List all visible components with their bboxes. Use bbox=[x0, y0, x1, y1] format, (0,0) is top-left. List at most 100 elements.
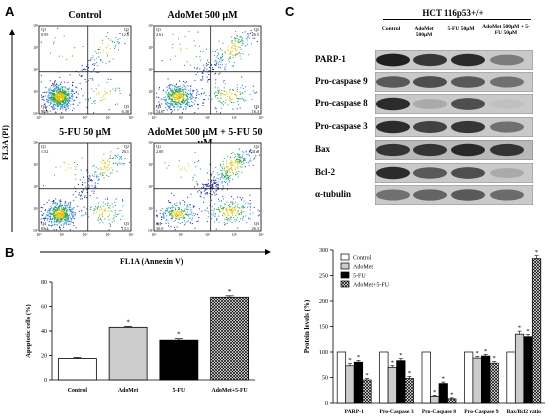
protein-bar bbox=[438, 383, 448, 404]
quadrant-q1-label: Q1 bbox=[156, 144, 161, 149]
blot-strip bbox=[375, 72, 533, 92]
flow-x-tick-label: 10⁴ bbox=[259, 233, 265, 237]
lane-label-5fu: 5-FU 50μM bbox=[447, 26, 475, 32]
lane-label-control: Control bbox=[381, 26, 401, 32]
apoptosis-significance-mark: * bbox=[126, 318, 130, 326]
flow-y-tick-label: 10⁴ bbox=[148, 24, 154, 28]
quadrant-q2-label: Q2 bbox=[124, 27, 129, 32]
protein-bar bbox=[447, 398, 457, 404]
legend-label: AdoMet bbox=[353, 265, 373, 271]
flow-y-tick-label: 10³ bbox=[148, 163, 154, 167]
quadrant-q1-label-value: 2.00 bbox=[156, 149, 163, 154]
flow-x-tick-label: 10³ bbox=[106, 116, 112, 120]
quadrant-q2-label-value: 26.5 bbox=[252, 32, 259, 37]
quadrant-q1-label: Q1 bbox=[41, 27, 46, 32]
quadrant-q1-label: Q1 bbox=[41, 144, 46, 149]
blot-band bbox=[413, 76, 447, 88]
blot-label: Bcl-2 bbox=[315, 167, 335, 177]
lane-label-adomet: AdoMet 500μM bbox=[414, 26, 434, 38]
protein-y-tick-label: 50 bbox=[322, 376, 328, 382]
apoptosis-category-label: 5-FU bbox=[173, 388, 186, 394]
flow-y-tick-label: 10¹ bbox=[148, 207, 153, 211]
flow-y-tick-label: 10¹ bbox=[148, 90, 153, 94]
quadrant-q3-label: Q3 bbox=[124, 221, 129, 226]
flow-x-tick-label: 10⁰ bbox=[151, 116, 157, 120]
panel-a-label: A bbox=[5, 4, 15, 19]
blot-label: Pro-caspase 8 bbox=[315, 98, 368, 108]
protein-significance-mark: * bbox=[442, 376, 445, 383]
protein-significance-mark: * bbox=[391, 359, 394, 366]
blot-strip bbox=[375, 185, 533, 205]
cell-line-title-text: HCT 116p53+/+ bbox=[422, 8, 484, 18]
protein-significance-mark: * bbox=[357, 354, 360, 361]
blot-strip bbox=[375, 50, 533, 70]
blot-band bbox=[490, 168, 524, 178]
blot-label: PARP-1 bbox=[315, 54, 346, 64]
protein-y-tick-label: 200 bbox=[319, 299, 328, 305]
flow-x-tick-label: 10¹ bbox=[178, 233, 183, 237]
flow-dots bbox=[156, 148, 260, 231]
protein-significance-mark: * bbox=[365, 372, 368, 379]
apoptosis-y-tick-label: 60 bbox=[41, 305, 47, 311]
blot-strip bbox=[375, 94, 533, 114]
flow-y-tick-label: 10⁰ bbox=[148, 112, 154, 116]
protein-y-tick-label: 250 bbox=[319, 274, 328, 280]
flow-x-tick-label: 10³ bbox=[232, 116, 238, 120]
protein-significance-mark: * bbox=[476, 350, 479, 357]
quadrant-q4-label-value: 54.6 bbox=[156, 109, 163, 114]
blot-label: Bax bbox=[315, 144, 331, 154]
flow-x-tick-label: 10⁰ bbox=[36, 116, 42, 120]
blot-band bbox=[413, 143, 447, 157]
legend-swatch bbox=[340, 253, 350, 261]
quadrant-q3-label: Q3 bbox=[254, 104, 259, 109]
blot-band bbox=[376, 189, 410, 201]
protein-significance-mark: * bbox=[526, 328, 529, 335]
protein-y-tick-label: 0 bbox=[325, 401, 328, 407]
flow-x-tick-label: 10¹ bbox=[60, 116, 65, 120]
protein-bar bbox=[353, 361, 364, 404]
flow-plot-3-title: 5-FU 50 μM bbox=[59, 127, 111, 138]
protein-significance-mark: * bbox=[450, 391, 453, 398]
flow-x-axis-label: FL1A (Annexin V) bbox=[120, 257, 184, 266]
protein-bar bbox=[421, 351, 431, 404]
flow-y-tick-label: 10⁴ bbox=[33, 141, 39, 145]
blot-band bbox=[451, 189, 485, 201]
protein-significance-mark: * bbox=[518, 325, 521, 332]
apoptosis-category-label: Control bbox=[68, 388, 88, 394]
protein-bar bbox=[396, 360, 406, 404]
protein-bar bbox=[481, 355, 491, 404]
protein-bar bbox=[387, 366, 397, 404]
protein-bar bbox=[523, 336, 533, 404]
blot-band bbox=[490, 189, 524, 201]
protein-bar bbox=[514, 333, 525, 404]
protein-y-axis-label: Protein levels (%) bbox=[303, 299, 311, 353]
blot-label: Pro-caspase 3 bbox=[315, 121, 368, 131]
protein-significance-mark: * bbox=[484, 348, 487, 355]
protein-y-tick-label: 100 bbox=[319, 350, 328, 356]
protein-bar bbox=[472, 357, 482, 404]
blot-band bbox=[376, 76, 410, 88]
protein-bar bbox=[345, 365, 355, 404]
quadrant-q2-label: Q2 bbox=[254, 27, 259, 32]
protein-levels-bar-chart: 0 50 100 150 200 250 300 Protein levels (%) * * * P… bbox=[303, 248, 545, 415]
panel-c-label: C bbox=[285, 4, 295, 19]
flow-y-tick-label: 10¹ bbox=[33, 207, 38, 211]
quadrant-q2-label-value: 41.8 bbox=[252, 149, 259, 154]
flow-x-tick-label: 10⁴ bbox=[259, 116, 265, 120]
flow-x-tick-label: 10¹ bbox=[60, 233, 65, 237]
blot-band bbox=[451, 167, 485, 179]
apoptosis-significance-mark: * bbox=[177, 331, 181, 339]
quadrant-q4-label: Q4 bbox=[41, 221, 47, 226]
protein-bar bbox=[379, 351, 389, 404]
apoptosis-significance-mark: * bbox=[228, 288, 232, 296]
flow-dots bbox=[40, 27, 131, 114]
blot-band bbox=[376, 120, 410, 134]
flow-y-axis-label: FL3A (PI) bbox=[1, 125, 10, 160]
apoptosis-bar bbox=[57, 358, 97, 381]
apoptosis-y-axis-label: Apoptotic cells (%) bbox=[25, 304, 32, 357]
apoptosis-bar bbox=[108, 326, 148, 381]
quadrant-q4-label-value: 80.8 bbox=[41, 109, 48, 114]
blot-strip bbox=[375, 140, 533, 160]
